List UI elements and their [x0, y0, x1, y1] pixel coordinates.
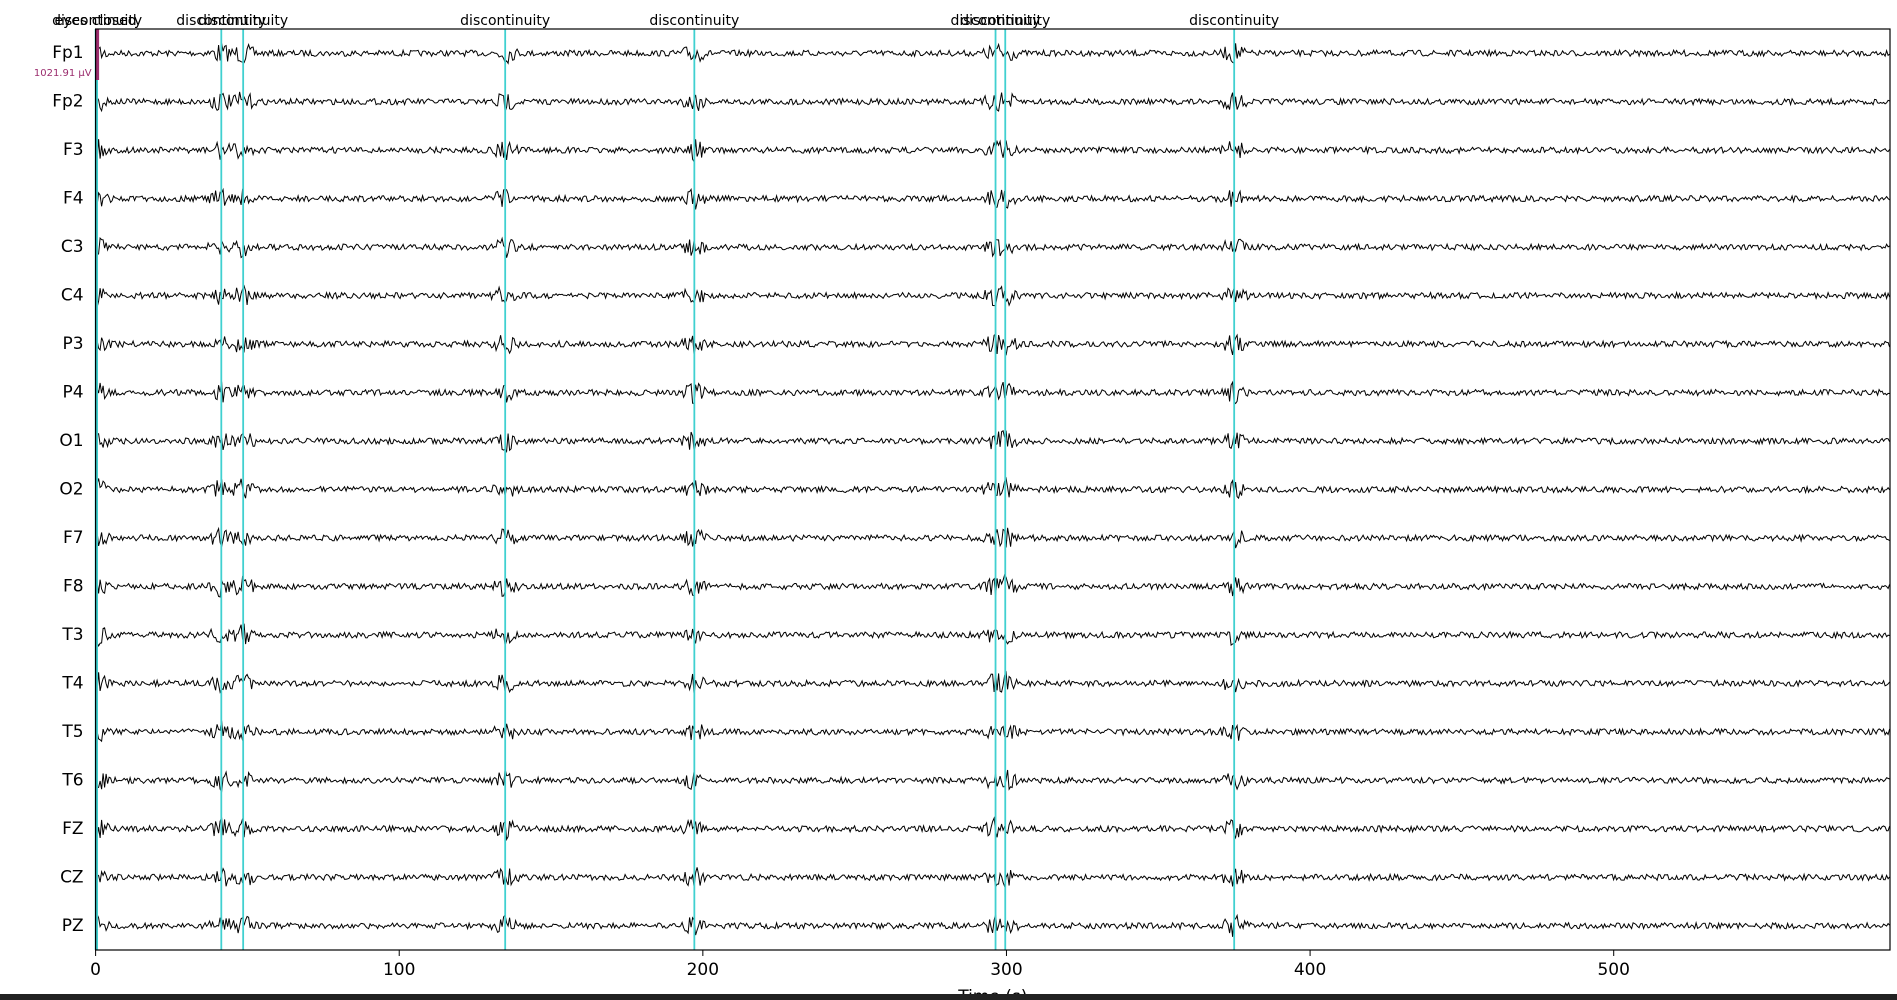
channel-label: F3 — [63, 140, 84, 160]
annotation-label: discontinuity — [176, 13, 266, 29]
x-tick-label: 400 — [1294, 960, 1326, 980]
annotation-label: discontinuity — [951, 13, 1041, 29]
channel-label: P3 — [63, 334, 84, 354]
channel-label: T4 — [61, 673, 83, 693]
channel-label: F7 — [63, 528, 84, 548]
channel-label: P4 — [63, 383, 84, 403]
eeg-trace — [95, 91, 1890, 113]
annotation-label: eyes closed — [54, 13, 136, 29]
channel-label: C4 — [61, 286, 84, 306]
channel-label: PZ — [62, 916, 84, 936]
eeg-trace — [95, 573, 1891, 598]
x-tick-label: 200 — [687, 960, 719, 980]
channel-label: Fp2 — [52, 92, 83, 112]
eeg-trace — [95, 139, 1891, 164]
channel-label: Fp1 — [52, 43, 83, 63]
axes-frame — [94, 28, 1891, 951]
eeg-trace — [95, 429, 1891, 454]
bottom-bar — [0, 994, 1897, 1000]
eeg-trace — [95, 768, 1890, 794]
annotation-label: discontinuity — [1189, 13, 1279, 29]
x-tick-label: 100 — [383, 960, 415, 980]
scale-bar — [95, 29, 100, 80]
eeg-trace — [95, 526, 1890, 550]
channel-label: C3 — [61, 237, 84, 257]
eeg-trace — [95, 333, 1891, 356]
channel-label: F8 — [63, 576, 84, 596]
eeg-trace — [95, 236, 1890, 259]
eeg-trace — [95, 670, 1890, 695]
x-tick-label: 500 — [1597, 960, 1629, 980]
eeg-trace — [95, 380, 1890, 405]
channel-label: T3 — [61, 625, 83, 645]
scale-bar-label: 1021.91 µV — [34, 68, 92, 79]
eeg-trace — [95, 816, 1891, 842]
channel-label: O1 — [59, 431, 83, 451]
eeg-trace — [95, 866, 1890, 889]
annotation-label: discontinuity — [960, 13, 1050, 29]
x-tick-label: 300 — [990, 960, 1022, 980]
eeg-trace — [95, 41, 1890, 65]
annotation-label: discontinuity — [198, 13, 288, 29]
eeg-trace — [95, 720, 1891, 743]
eeg-trace — [95, 284, 1891, 308]
channel-label: O2 — [59, 480, 83, 500]
eeg-trace — [95, 623, 1890, 647]
eeg-trace — [95, 187, 1890, 210]
annotation-label: discontinuity — [460, 13, 550, 29]
eeg-trace — [95, 476, 1891, 500]
channel-label: T5 — [61, 722, 83, 742]
x-tick-label: 0 — [90, 960, 101, 980]
channel-label: FZ — [62, 819, 83, 839]
channel-label: CZ — [60, 867, 84, 887]
eeg-trace — [95, 912, 1890, 937]
channel-label: T6 — [61, 770, 83, 790]
annotation-label: discontinuity — [52, 13, 142, 29]
annotation-label: discontinuity — [649, 13, 739, 29]
channel-label: F4 — [63, 189, 84, 209]
